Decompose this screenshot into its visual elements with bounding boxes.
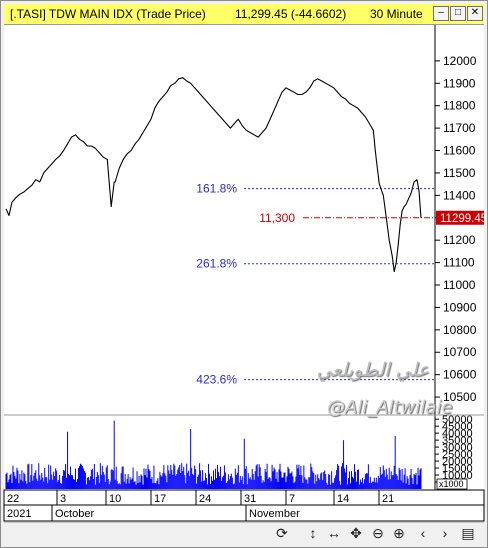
volume-tick-label: 25000	[442, 449, 473, 461]
volume-tick-label: 50000	[442, 414, 473, 426]
date-tick-label: 17	[154, 493, 166, 505]
title-bar: [.TASI] TDW MAIN IDX (Trade Price) 11,29…	[4, 4, 484, 25]
month-label: November	[249, 508, 300, 520]
price-tick-label: 11900	[443, 76, 476, 90]
price-tick-label: 11000	[443, 278, 476, 292]
refresh-icon[interactable]: ⟳	[276, 525, 288, 541]
price-tick-label: 11500	[443, 166, 476, 180]
fib-level-label: 261.8%	[196, 257, 237, 271]
close-button[interactable]: ✕	[467, 6, 483, 21]
fib-level-label: 161.8%	[196, 182, 237, 196]
volume-multiplier-box	[436, 478, 468, 490]
price-tick-label: 11700	[443, 121, 476, 135]
scroll-right-icon[interactable]: ›	[442, 525, 448, 541]
date-tick-label: 10	[109, 493, 121, 505]
date-tick-label: 21	[382, 493, 394, 505]
price-series	[5, 77, 422, 273]
vertical-zoom-icon[interactable]: ↕	[309, 525, 317, 541]
price-chart[interactable]: 161.8% 261.8% 423.6% 11,300 10500 10600 10700…	[1, 1, 487, 522]
price-tick-label: 10700	[443, 345, 477, 359]
date-axis-labels: 22 3 10 17 24 31 7 14 21 2021 October November	[3, 490, 394, 521]
volume-multiplier-label: x1000	[439, 479, 464, 489]
scroll-left-icon[interactable]: ‹	[420, 525, 426, 541]
zoom-in-icon[interactable]: ⊕	[393, 525, 405, 541]
volume-tick-label: 45000	[442, 421, 473, 433]
price-tick-label: 11600	[443, 144, 476, 158]
symbol-title: [.TASI] TDW MAIN IDX (Trade Price)	[10, 7, 206, 21]
interval-readout[interactable]: 30 Minute	[370, 7, 423, 21]
price-tick-label: 11200	[443, 233, 476, 247]
price-axis: 10500 10600 10700 10800 10900 11000 11100 11200…	[435, 54, 487, 404]
price-tick-label: 10900	[443, 300, 477, 314]
horizontal-zoom-icon[interactable]: ↔	[327, 525, 341, 541]
current-price-label: 11299.45	[440, 213, 487, 225]
price-tick-label: 11800	[443, 99, 476, 113]
volume-tick-label: 20000	[442, 456, 473, 468]
date-tick-label: 7	[289, 493, 295, 505]
price-tick-label: 10500	[443, 390, 477, 404]
volume-tick-label: 15000	[442, 463, 473, 475]
last-price-readout: 11,299.45 (-44.6602)	[235, 7, 347, 21]
price-tick-label: 12000	[443, 54, 477, 68]
date-tick-label: 14	[337, 493, 349, 505]
table-view-icon[interactable]: ▤	[461, 525, 475, 541]
watermark-handle: @Ali_Altwilaie	[327, 397, 453, 418]
volume-tick-label: 35000	[442, 435, 473, 447]
status-bar: ⟳ ↕ ↔ ✥ ⊖ ⊕ ‹ › ▤	[4, 522, 484, 545]
volume-axis: 5000100001500020000250003000035000400004…	[435, 414, 473, 490]
move-icon[interactable]: ✥	[350, 525, 362, 541]
price-tick-label: 10800	[443, 323, 477, 337]
minimize-button[interactable]: –	[433, 6, 449, 21]
month-label: October	[55, 508, 94, 520]
price-tick-label: 10600	[443, 368, 477, 382]
watermark: علي الطويلعي @Ali_Altwilaie	[316, 359, 452, 429]
fib-level-label: 423.6%	[196, 373, 237, 387]
month-label: 2021	[7, 508, 31, 520]
date-tick-label: 22	[7, 493, 19, 505]
price-tick-label: 11400	[443, 188, 476, 202]
plot-area	[4, 25, 435, 490]
fib-levels: 161.8% 261.8% 423.6% 11,300	[196, 182, 435, 387]
date-tick-label: 3	[60, 493, 66, 505]
price-line	[5, 77, 422, 273]
price-tick-label: 11100	[443, 256, 475, 270]
maximize-button[interactable]: □	[450, 6, 466, 21]
zoom-out-icon[interactable]: ⊖	[372, 525, 384, 541]
date-tick-label: 24	[199, 493, 211, 505]
volume-tick-label: 30000	[442, 442, 473, 454]
volume-tick-label: 40000	[442, 428, 473, 440]
date-tick-label: 31	[244, 493, 256, 505]
current-price-badge	[436, 210, 484, 225]
watermark-arabic: علي الطويلعي	[316, 359, 429, 381]
price-axis-area	[435, 25, 484, 490]
volume-bars	[5, 420, 422, 489]
reference-line-label: 11,300	[259, 211, 295, 225]
